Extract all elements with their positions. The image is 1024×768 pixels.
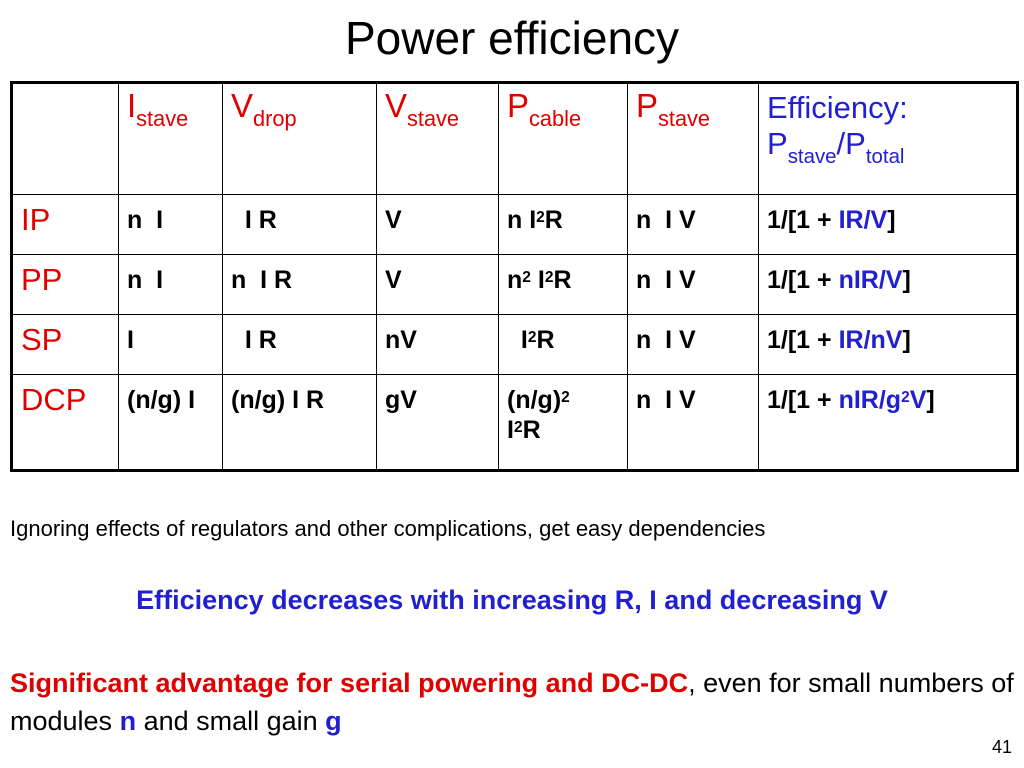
col-header-efficiency: Efficiency: Pstave/Ptotal (758, 82, 1018, 195)
cell-ip-vstave: V (376, 194, 499, 255)
table-row-sp: SP I I R nV I2R n I V 1/[1 + IR/nV] (11, 314, 1018, 375)
cell-ip-pcable: n I2R (498, 194, 628, 255)
cell-sp-vdrop: I R (222, 314, 377, 375)
row-label-sp: SP (11, 314, 119, 375)
cell-sp-pstave: n I V (627, 314, 759, 375)
row-label-ip: IP (11, 194, 119, 255)
cell-pp-efficiency: 1/[1 + nIR/V] (758, 254, 1018, 315)
cell-dcp-pstave: n I V (627, 374, 759, 471)
col-header-vdrop: Vdrop (222, 82, 377, 195)
table-header-row: Istave Vdrop Vstave Pcable Pstave Effici… (11, 82, 1018, 195)
cell-dcp-vstave: gV (376, 374, 499, 471)
empty-corner-cell (11, 82, 119, 195)
cell-dcp-efficiency: 1/[1 + nIR/g2V] (758, 374, 1018, 471)
col-header-vstave: Vstave (376, 82, 499, 195)
cell-sp-vstave: nV (376, 314, 499, 375)
note-efficiency-decreases: Efficiency decreases with increasing R, … (136, 585, 888, 615)
cell-ip-efficiency: 1/[1 + IR/V] (758, 194, 1018, 255)
cell-sp-pcable: I2R (498, 314, 628, 375)
cell-dcp-vdrop: (n/g) I R (222, 374, 377, 471)
col-header-istave: Istave (118, 82, 223, 195)
col-header-pstave: Pstave (627, 82, 759, 195)
table-row-dcp: DCP (n/g) I (n/g) I R gV (n/g)2 I2R n I V… (11, 374, 1018, 471)
page-number: 41 (991, 737, 1012, 757)
note-significant-advantage: Significant advantage for serial powerin… (10, 668, 1014, 736)
cell-sp-efficiency: 1/[1 + IR/nV] (758, 314, 1018, 375)
row-label-pp: PP (11, 254, 119, 315)
cell-ip-vdrop: I R (222, 194, 377, 255)
page-title: Power efficiency (344, 12, 680, 64)
cell-dcp-pcable: (n/g)2 I2R (498, 374, 628, 471)
col-header-pcable: Pcable (498, 82, 628, 195)
cell-dcp-istave: (n/g) I (118, 374, 223, 471)
table-row-pp: PP n I n I R V n2 I2R n I V 1/[1 + nIR/V… (11, 254, 1018, 315)
cell-ip-pstave: n I V (627, 194, 759, 255)
efficiency-table: Istave Vdrop Vstave Pcable Pstave Effici… (10, 81, 1019, 472)
cell-pp-istave: n I (118, 254, 223, 315)
row-label-dcp: DCP (11, 374, 119, 471)
cell-pp-vstave: V (376, 254, 499, 315)
cell-ip-istave: n I (118, 194, 223, 255)
cell-pp-pstave: n I V (627, 254, 759, 315)
cell-pp-vdrop: n I R (222, 254, 377, 315)
note-ignoring-effects: Ignoring effects of regulators and other… (10, 516, 766, 541)
table-row-ip: IP n I I R V n I2R n I V 1/[1 + IR/V] (11, 194, 1018, 255)
cell-pp-pcable: n2 I2R (498, 254, 628, 315)
cell-sp-istave: I (118, 314, 223, 375)
